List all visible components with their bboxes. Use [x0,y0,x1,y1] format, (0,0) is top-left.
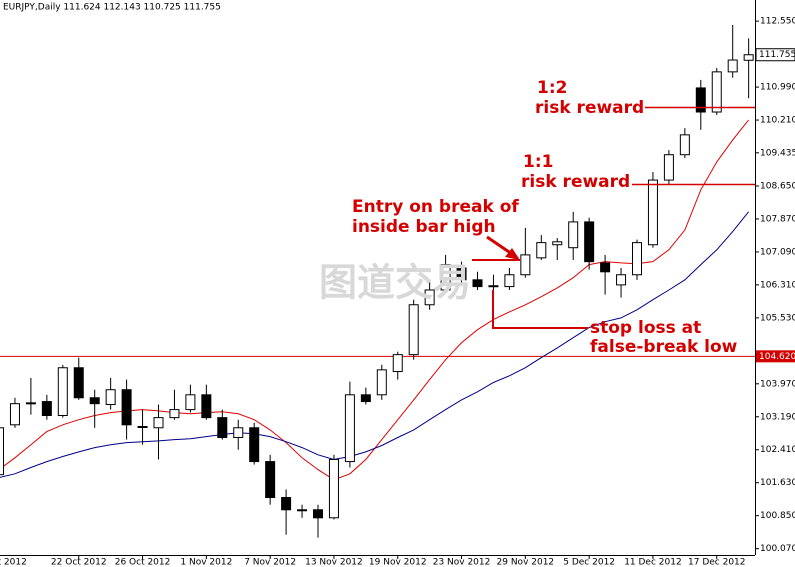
candle-body [328,458,339,519]
y-tick-label: 100.850 [760,511,795,521]
chart-title: EURJPY,Daily 111.624 112.143 110.725 111… [3,3,221,13]
candle-body [616,274,627,286]
y-tick-label: 110.990 [760,83,795,93]
candle-body [536,242,547,259]
candle-body [57,367,68,417]
candle-body [9,403,20,426]
x-tick-label: 23 Nov 2012 [433,558,491,567]
annotation: inside bar high [352,217,496,237]
annotation: 1:1 [523,152,553,172]
candle-body [313,509,323,519]
candle-body [711,71,722,113]
candle-body [265,461,276,499]
candle-body [360,394,371,403]
stop-line [492,290,588,329]
annotation: risk reward [521,172,630,192]
candle-body [344,394,355,463]
arrow [486,235,513,256]
x-tick-label: 26 Oct 2012 [115,558,171,567]
price-label-box [756,350,795,363]
candle-body [520,254,531,276]
candle-body [472,279,483,288]
candle-body [0,427,4,476]
candle-body [600,262,611,273]
x-tick-label: 7 Nov 2012 [244,558,296,567]
y-tick-label: 110.210 [760,116,795,126]
candle-body [424,289,435,306]
candle-body [504,274,515,288]
candle-body [41,401,52,417]
y-tick-label: 106.310 [760,280,795,290]
x-tick-label: 16 Oct 2012 [0,558,27,567]
candle-body [408,304,419,356]
candle-body [185,394,196,411]
candle-body [297,509,308,512]
price-label: 104.620 [759,352,795,362]
candle-body [105,389,116,406]
candle-body [488,285,499,288]
x-tick-label: 13 Nov 2012 [305,558,363,567]
y-tick-label: 112.550 [760,17,795,27]
candle-body [137,426,148,429]
y-tick-label: 101.630 [760,478,795,488]
x-tick-label: 17 Dec 2012 [688,558,746,567]
candle-body [281,497,292,511]
y-tick-label: 108.650 [760,181,795,191]
x-tick-label: 1 Nov 2012 [180,558,232,567]
watermark: 图道交易 [319,261,471,305]
candle-body [695,87,706,113]
x-tick-label: 5 Dec 2012 [563,558,615,567]
moving-average [0,211,749,478]
candle-body [217,417,228,438]
y-tick-label: 107.090 [760,247,795,257]
candle-body [249,427,260,463]
annotation: risk reward [535,98,644,118]
candle-body [440,264,451,291]
candle-body [121,389,132,426]
arrow-head [505,248,520,260]
candle-body [663,154,674,181]
candle-body [568,221,579,249]
candle-body [233,427,244,438]
annotation: 1:2 [537,78,567,98]
current-price-label: 111.755 [759,50,795,60]
y-tick-label: 100.070 [760,544,795,554]
annotation: false-break low [590,337,738,357]
candle-body [201,394,212,419]
annotation: Entry on break of [352,197,519,217]
y-tick-label: 103.190 [760,412,795,422]
y-tick-label: 103.970 [760,379,795,389]
candle-body [632,242,642,276]
y-tick-label: 105.530 [760,313,795,323]
candle-body [392,354,403,373]
x-tick-label: 29 Nov 2012 [497,558,555,567]
y-tick-label: 109.435 [760,148,795,158]
x-tick-label: 11 Dec 2012 [624,558,682,567]
plot-area [0,24,755,538]
candle-body [169,409,180,419]
candle-body [552,241,563,246]
y-tick-label: 102.410 [760,445,795,455]
candle-body [679,134,690,156]
candle-body [25,402,36,405]
candle-body [456,267,467,281]
y-tick-label: 107.870 [760,214,795,224]
candle-body [647,179,658,246]
x-tick-label: 19 Nov 2012 [369,558,427,567]
annotation: stop loss at [590,318,701,338]
x-tick-label: 22 Oct 2012 [51,558,107,567]
candle-body [727,59,738,73]
candle-body [584,221,595,263]
current-price-box [755,48,795,62]
candle-body [89,397,100,405]
candle-body [153,417,164,429]
candle-body [376,369,387,396]
candle-body [743,54,754,61]
candle-body [73,367,84,399]
